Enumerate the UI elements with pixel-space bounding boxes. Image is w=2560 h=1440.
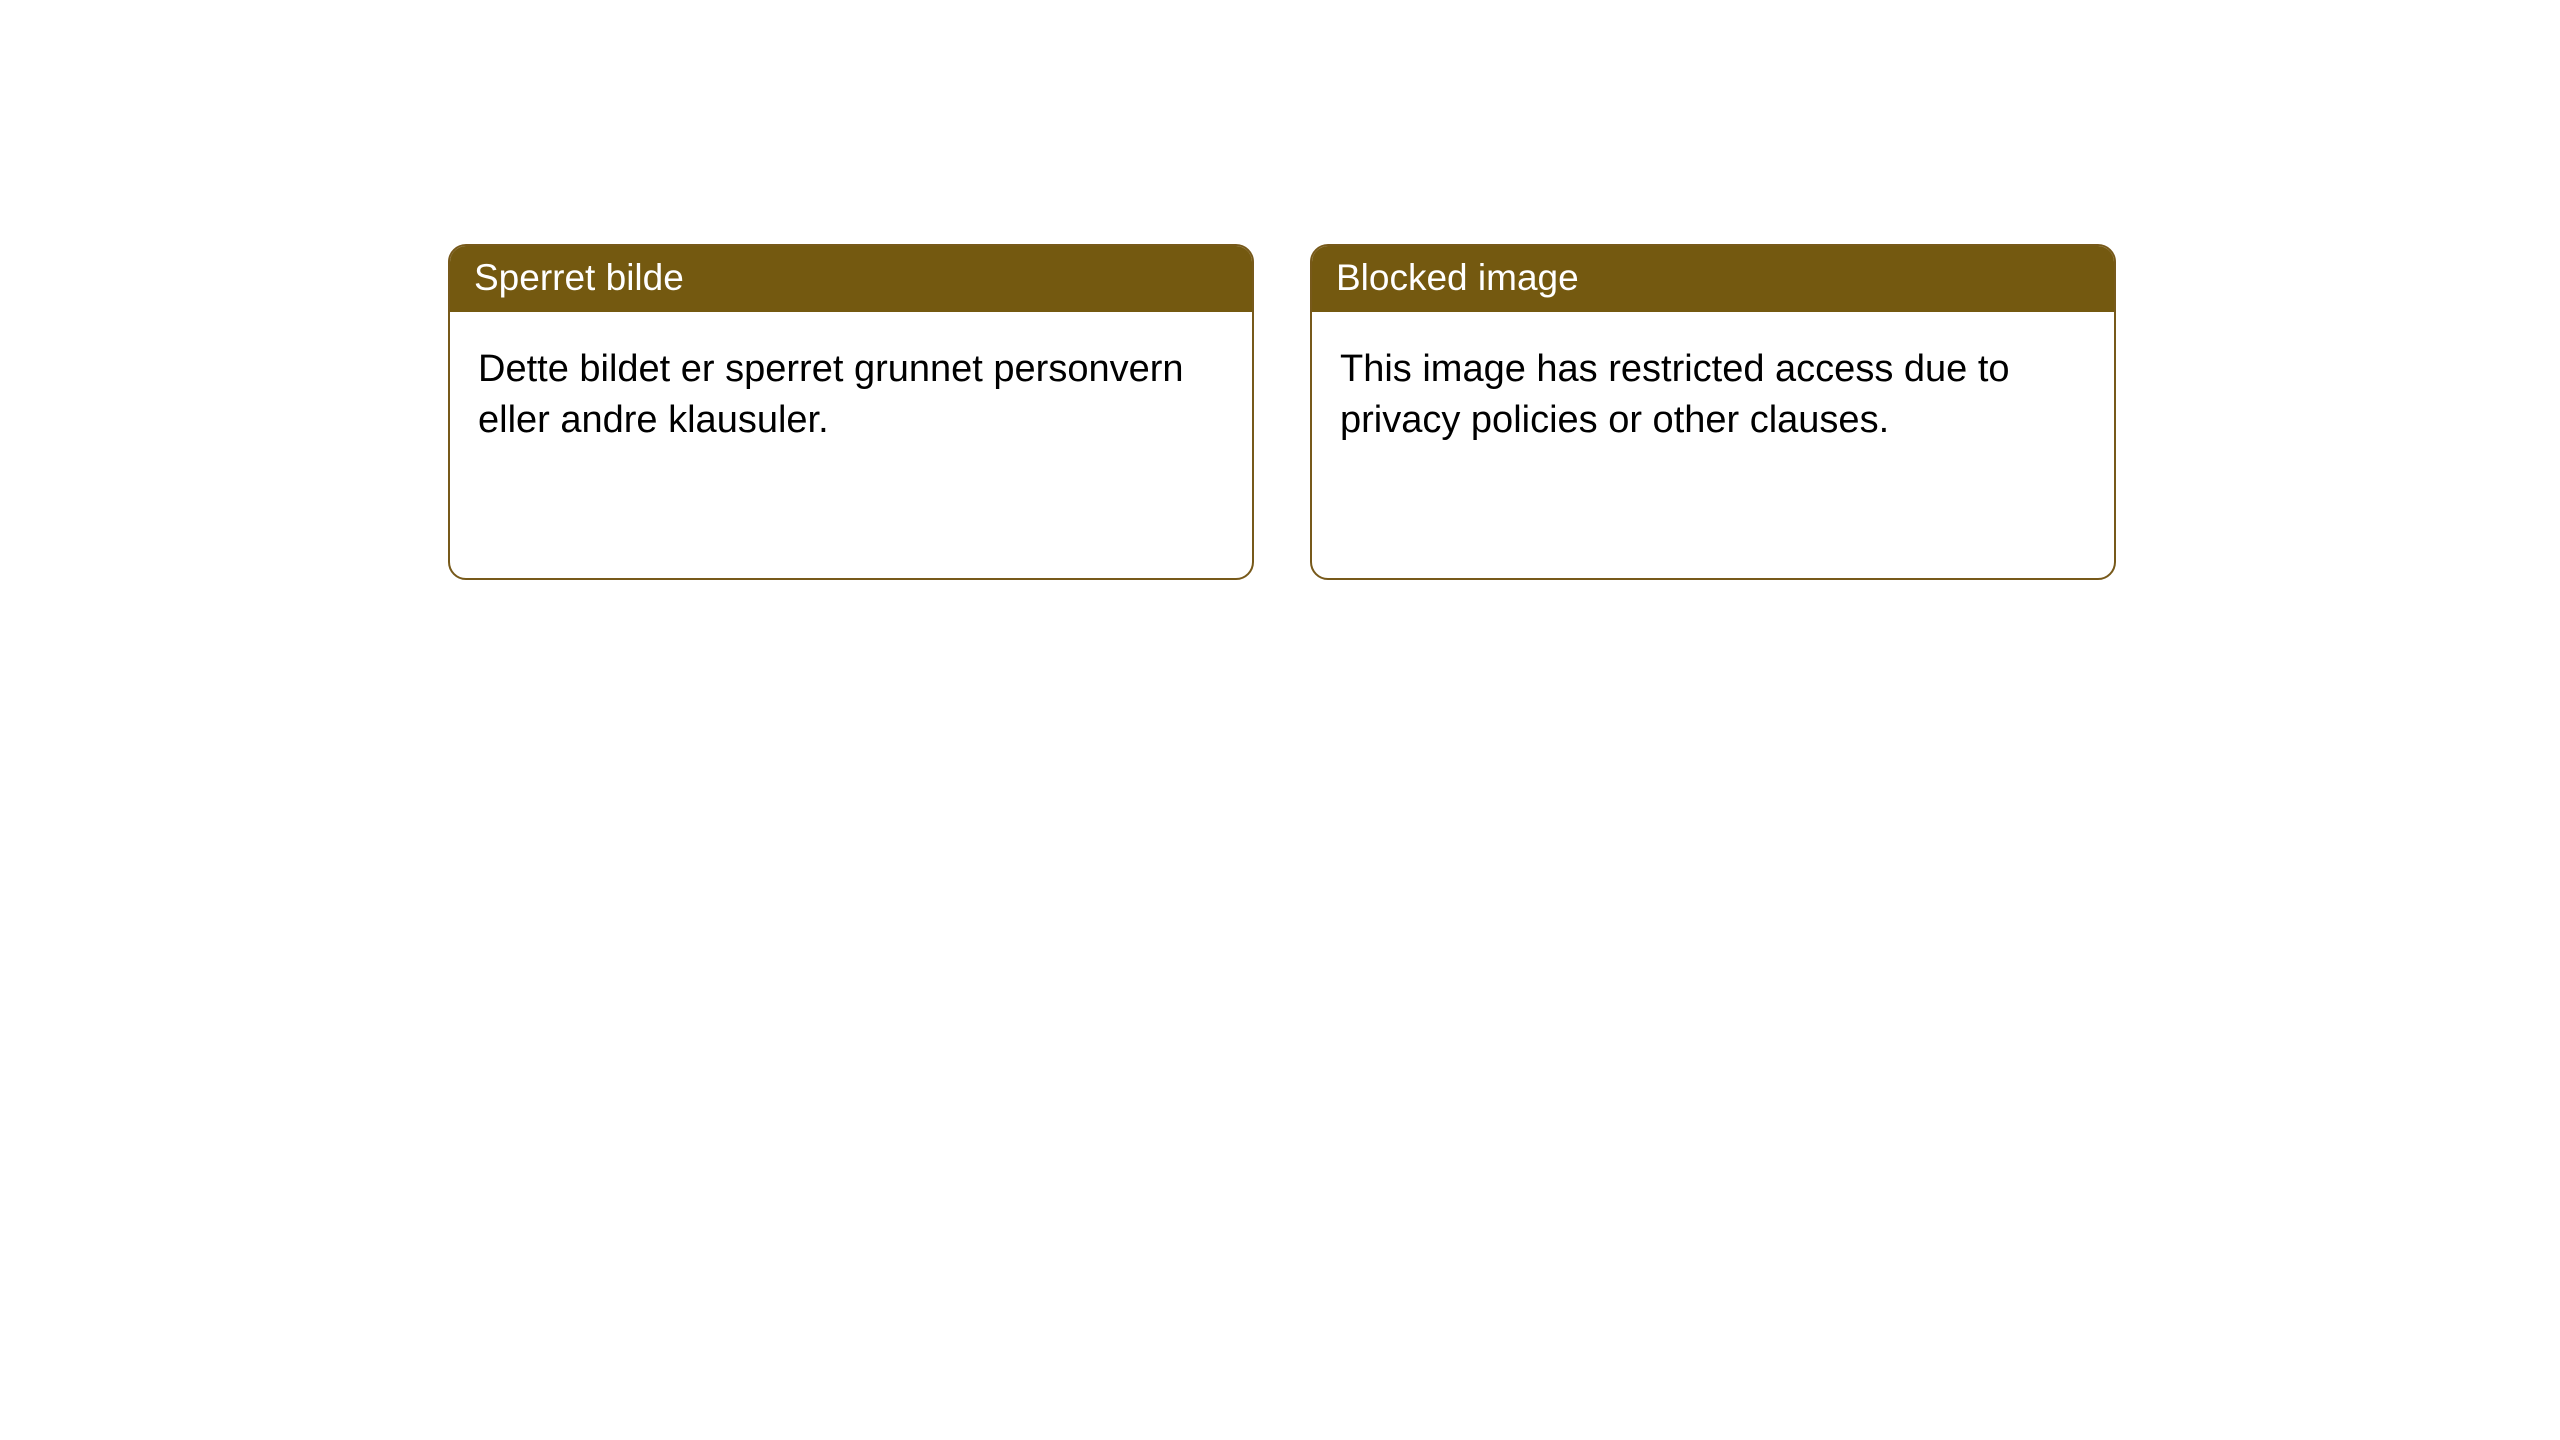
notices-container: Sperret bilde Dette bildet er sperret gr… [0,0,2560,580]
notice-body-english: This image has restricted access due to … [1312,312,2114,479]
notice-title-norwegian: Sperret bilde [450,246,1252,312]
notice-title-english: Blocked image [1312,246,2114,312]
notice-body-norwegian: Dette bildet er sperret grunnet personve… [450,312,1252,479]
notice-card-english: Blocked image This image has restricted … [1310,244,2116,580]
notice-card-norwegian: Sperret bilde Dette bildet er sperret gr… [448,244,1254,580]
